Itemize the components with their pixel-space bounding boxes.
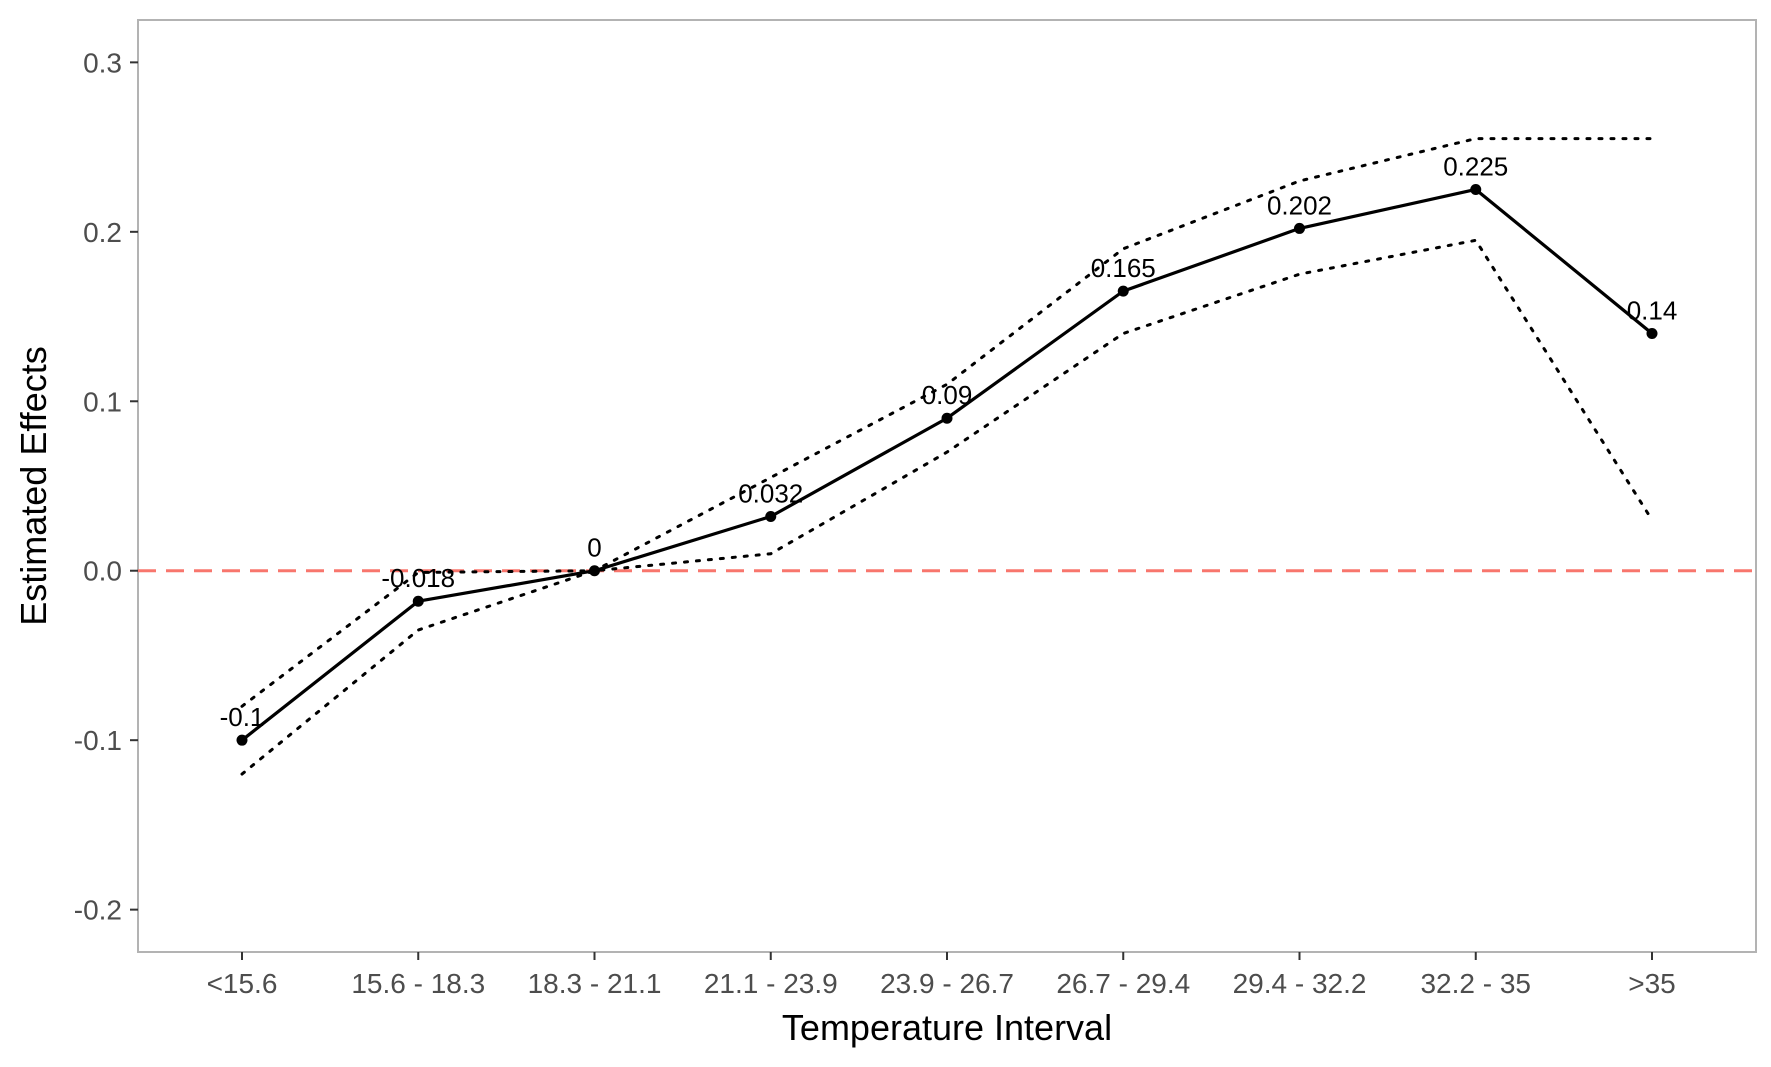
x-tick-label: 29.4 - 32.2 (1233, 968, 1367, 999)
data-point (1117, 285, 1129, 297)
x-axis-title: Temperature Interval (782, 1007, 1112, 1048)
y-tick-label: -0.1 (74, 725, 122, 756)
x-tick-label: 32.2 - 35 (1420, 968, 1531, 999)
data-point (765, 511, 777, 523)
data-label: 0 (587, 533, 601, 563)
data-point (589, 565, 600, 577)
x-axis: <15.6 15.6 - 18.3 18.3 - 21.1 21.1 - 23.9 23… (207, 952, 1676, 999)
x-tick-label: 15.6 - 18.3 (351, 968, 485, 999)
data-label: 0.225 (1443, 151, 1508, 181)
upper-bound-line (240, 137, 1654, 708)
y-axis: -0.2 -0.1 0.0 0.1 0.2 0.3 (74, 47, 138, 926)
data-label: -0.018 (381, 563, 455, 593)
x-tick-label: 21.1 - 23.9 (704, 968, 838, 999)
data-point (412, 595, 424, 607)
data-label: 0.202 (1267, 190, 1332, 220)
confidence-bounds (240, 137, 1654, 776)
data-point (1646, 327, 1658, 339)
data-label: 0.09 (922, 380, 973, 410)
data-label: -0.1 (220, 702, 265, 732)
x-tick-label: 26.7 - 29.4 (1056, 968, 1190, 999)
lower-bound-line (240, 238, 1654, 776)
y-tick-label: 0.2 (83, 217, 122, 248)
data-label: 0.032 (738, 479, 803, 509)
data-labels: -0.1 -0.018 0 0.032 0.09 0.165 0.202 0.225 0.14 (220, 151, 1678, 732)
series-layer (236, 183, 1658, 746)
y-tick-label: 0.1 (83, 386, 122, 417)
x-tick-label: <15.6 (207, 968, 278, 999)
data-point (1294, 222, 1305, 234)
y-tick-label: 0.3 (83, 47, 122, 78)
data-label: 0.165 (1091, 253, 1156, 283)
series-line (241, 187, 1654, 742)
x-tick-label: >35 (1628, 968, 1676, 999)
data-point (941, 412, 953, 424)
data-point (236, 734, 248, 746)
y-tick-label: 0.0 (83, 556, 122, 587)
data-point (1470, 183, 1482, 195)
y-tick-label: -0.2 (74, 895, 122, 926)
x-tick-label: 23.9 - 26.7 (880, 968, 1014, 999)
x-tick-label: 18.3 - 21.1 (528, 968, 662, 999)
y-axis-title: Estimated Effects (13, 346, 54, 625)
panel-frame (137, 19, 1757, 953)
data-label: 0.14 (1627, 295, 1678, 325)
